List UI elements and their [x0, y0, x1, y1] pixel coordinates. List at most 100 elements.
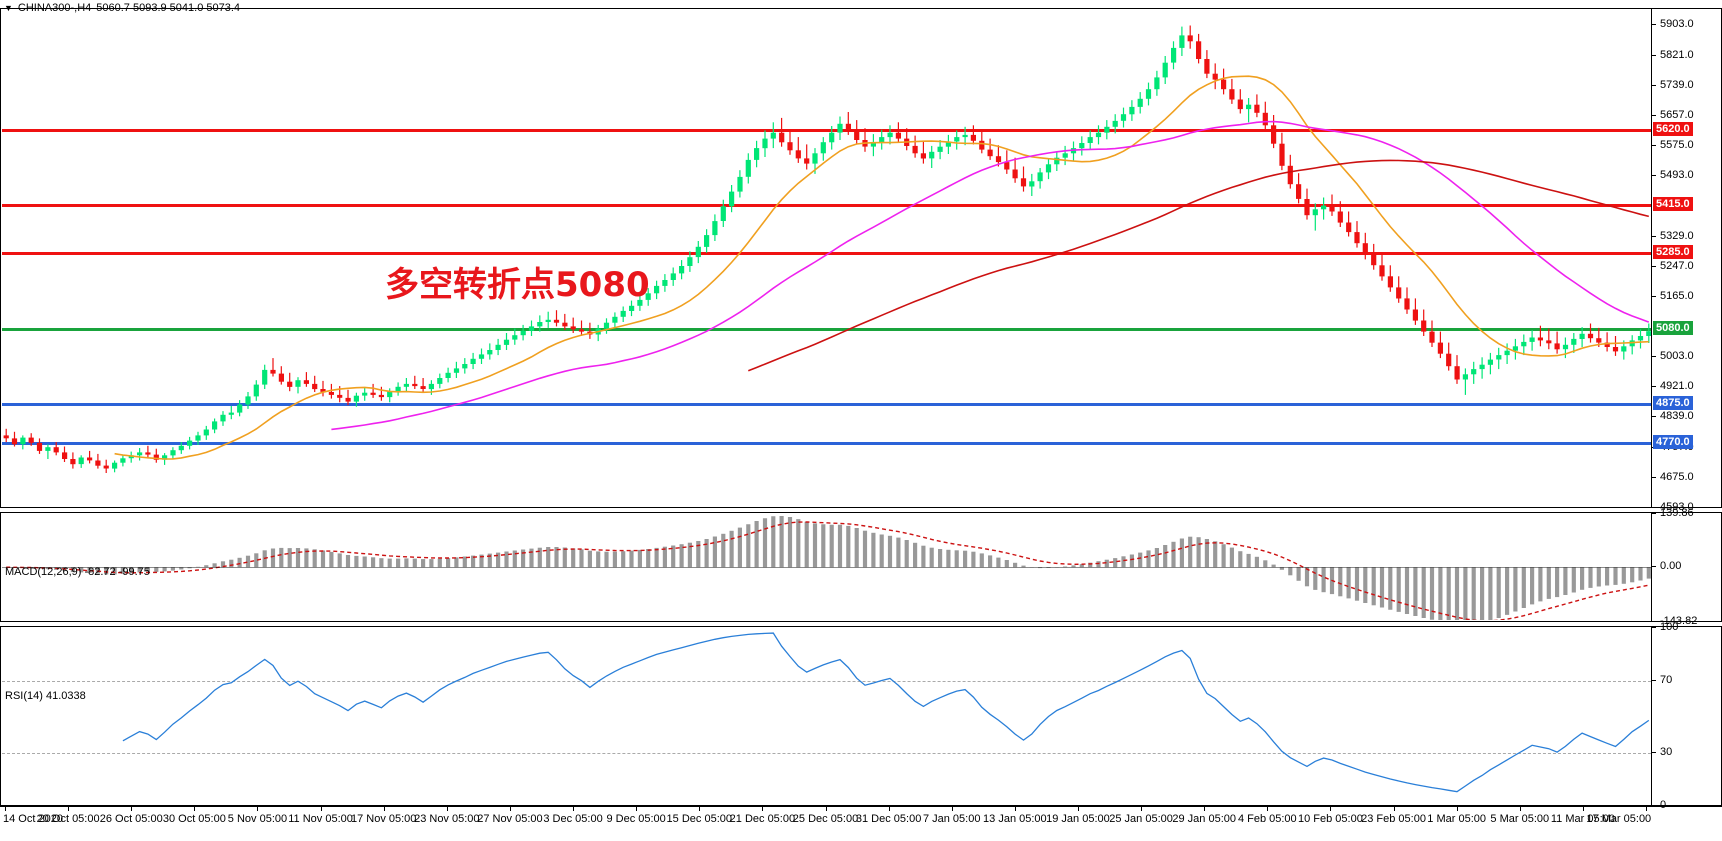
- chevron-down-icon[interactable]: ▼: [4, 2, 13, 13]
- time-axis-label: 23 Feb 05:00: [1361, 813, 1426, 825]
- price-level-line-pivot[interactable]: [2, 327, 1651, 331]
- rsi-axis-label: 0: [1660, 799, 1667, 811]
- candle: [537, 322, 543, 327]
- price-axis-label: 4675.0: [1660, 470, 1694, 483]
- price-level-badge[interactable]: 4770.0: [1653, 434, 1693, 449]
- moving-average-lines: [114, 75, 1650, 460]
- candle: [1254, 104, 1260, 113]
- macd-axis-tick: [1652, 566, 1656, 568]
- candle: [1471, 369, 1477, 375]
- price-level-badge[interactable]: 5080.0: [1653, 320, 1693, 335]
- price-level-badge[interactable]: 4875.0: [1653, 396, 1693, 411]
- candle: [704, 235, 710, 247]
- macd-plot-area[interactable]: [2, 514, 1651, 620]
- price-plot-area[interactable]: [2, 10, 1651, 506]
- candle: [253, 384, 259, 397]
- candle: [603, 322, 610, 329]
- candle: [137, 452, 143, 456]
- candle: [1529, 337, 1535, 342]
- price-level-line-support[interactable]: [2, 441, 1651, 445]
- price-axis-label: 4839.0: [1660, 410, 1694, 423]
- rsi-panel[interactable]: 100 70 30 0: [0, 621, 1722, 811]
- time-axis-label: 11 Nov 05:00: [288, 813, 353, 825]
- candle: [837, 123, 843, 133]
- price-level-line-resistance[interactable]: [2, 204, 1651, 208]
- time-axis-label: 23 Nov 05:00: [414, 813, 480, 825]
- candle: [478, 354, 485, 359]
- candle: [3, 435, 9, 439]
- candle: [1346, 222, 1352, 233]
- rsi-threshold-line: [2, 752, 1651, 754]
- price-axis-tick: [1652, 507, 1656, 508]
- candle: [545, 319, 551, 322]
- candle: [53, 447, 59, 453]
- time-axis-label: 27 Nov 05:00: [477, 813, 543, 825]
- candle: [312, 383, 318, 390]
- candle: [1446, 353, 1452, 367]
- price-level-badge[interactable]: 5620.0: [1653, 121, 1693, 136]
- candle: [1221, 79, 1227, 90]
- rsi-axis-tick: [1652, 680, 1656, 682]
- time-axis-tick: [1582, 807, 1584, 811]
- candle: [1421, 320, 1427, 332]
- candle: [854, 130, 860, 140]
- candle: [1521, 341, 1527, 347]
- price-level-badge[interactable]: 5285.0: [1653, 245, 1693, 260]
- time-axis: 14 Oct 2020 20 Oct 05:00 26 Oct 05:00 30 Oc…: [0, 806, 1722, 830]
- candle: [1087, 137, 1093, 143]
- candle: [1029, 181, 1035, 187]
- candle: [1262, 112, 1268, 126]
- candle: [28, 437, 34, 443]
- price-level-line-resistance[interactable]: [2, 252, 1651, 256]
- macd-panel[interactable]: 139.86 0.00 -143.82: [0, 507, 1722, 627]
- candle: [262, 369, 268, 385]
- price-level-line-support[interactable]: [2, 403, 1651, 407]
- candle: [1462, 374, 1468, 380]
- candle: [1045, 164, 1052, 173]
- rsi-series: [122, 632, 1650, 793]
- candle: [70, 459, 76, 465]
- time-axis-tick: [1077, 807, 1079, 811]
- candle: [687, 257, 693, 266]
- time-axis-tick: [194, 807, 196, 811]
- price-level-line-resistance[interactable]: [2, 128, 1651, 132]
- candle: [1337, 211, 1343, 223]
- candle: [295, 380, 301, 387]
- macd-axis-label: -143.82: [1660, 615, 1698, 627]
- price-axis-label: 5003.0: [1660, 349, 1694, 362]
- price-chart-panel[interactable]: 5903.0 5821.0 5739.0 5657.0 5575.0 5493.0 5329…: [0, 8, 1722, 513]
- time-axis-tick: [1141, 807, 1143, 811]
- candle: [462, 364, 468, 369]
- price-level-badge[interactable]: 5415.0: [1653, 197, 1693, 212]
- candle: [320, 389, 326, 392]
- time-axis-tick: [5, 807, 6, 811]
- time-axis-tick: [1393, 807, 1395, 811]
- time-axis-label: 13 Jan 05:00: [983, 813, 1047, 825]
- price-axis-label: 5247.0: [1660, 260, 1694, 273]
- candle: [1387, 276, 1393, 288]
- candle: [937, 146, 943, 152]
- candle: [353, 395, 359, 402]
- price-axis-tick: [1652, 355, 1656, 357]
- candle: [870, 142, 876, 147]
- candle: [829, 132, 835, 143]
- candle: [1137, 98, 1143, 107]
- time-axis-label: 29 Jan 05:00: [1172, 813, 1236, 825]
- price-axis-label: 5329.0: [1660, 229, 1694, 242]
- candle: [62, 452, 68, 459]
- price-axis-tick: [1652, 115, 1656, 117]
- candle: [120, 458, 126, 463]
- price-axis-tick: [1652, 386, 1656, 388]
- candle: [1112, 120, 1118, 127]
- candle: [412, 383, 418, 387]
- rsi-plot-area[interactable]: [2, 628, 1651, 804]
- candle: [395, 386, 401, 392]
- price-axis-tick: [1652, 145, 1656, 147]
- candle: [1612, 347, 1619, 352]
- time-axis-label: 4 Feb 05:00: [1237, 813, 1297, 825]
- candle: [1546, 340, 1552, 344]
- time-axis-tick: [257, 807, 259, 811]
- time-axis-label: 9 Dec 05:00: [606, 813, 666, 825]
- candle: [645, 293, 651, 300]
- time-axis-tick: [951, 807, 953, 811]
